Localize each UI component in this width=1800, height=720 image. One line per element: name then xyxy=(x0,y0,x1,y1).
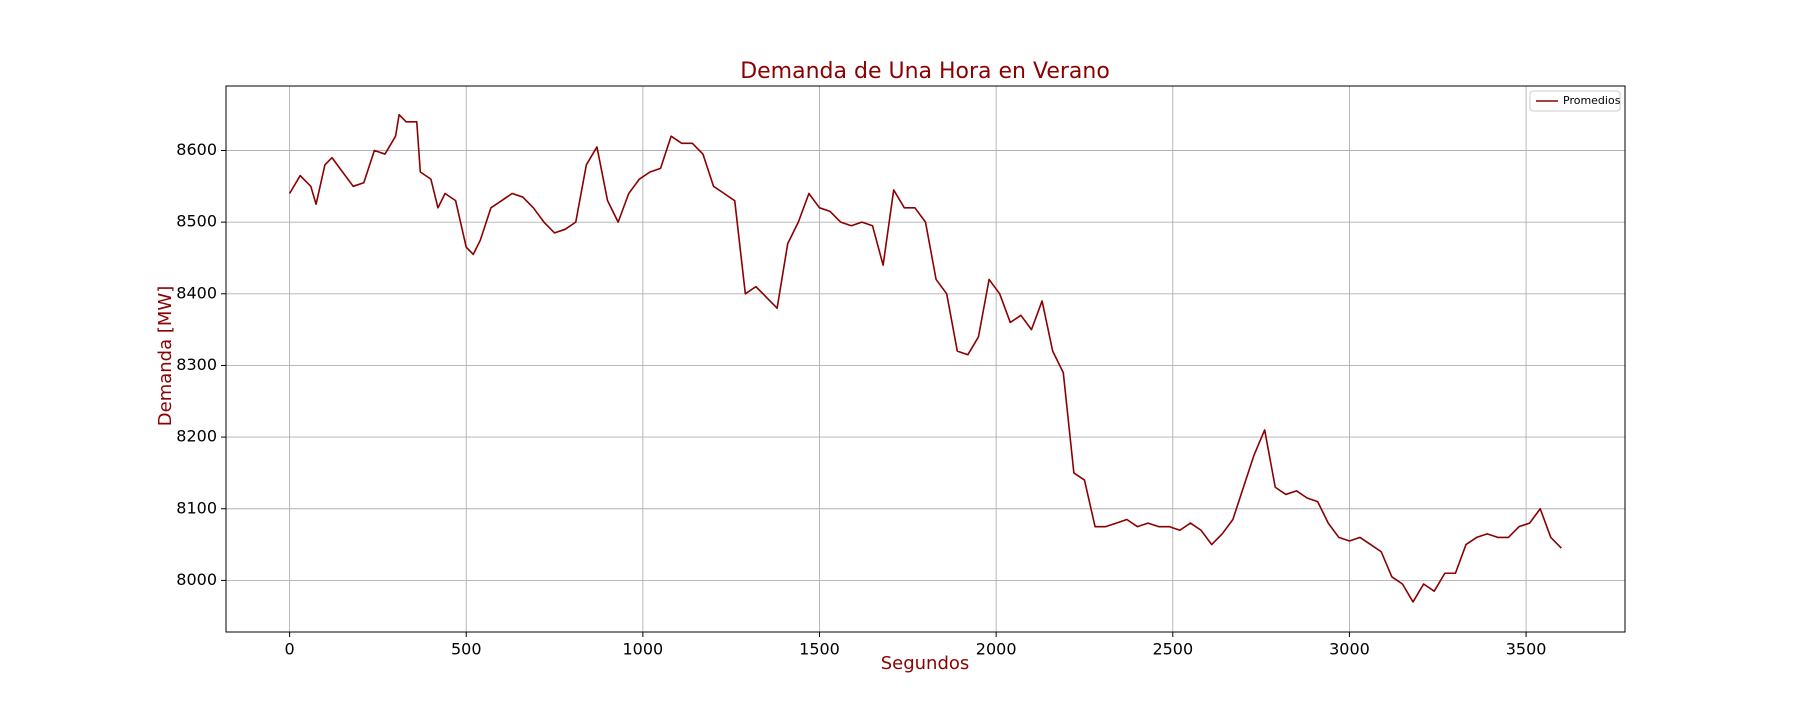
x-tick-label: 3000 xyxy=(1329,640,1370,659)
plot-frame xyxy=(225,85,1626,633)
x-axis-label: Segundos xyxy=(881,653,970,674)
x-tick-label: 2000 xyxy=(976,640,1017,659)
y-tick-label: 8400 xyxy=(176,283,217,302)
x-tick-label: 1000 xyxy=(623,640,664,659)
y-tick-label: 8000 xyxy=(176,570,217,589)
chart-title: Demanda de Una Hora en Verano xyxy=(740,59,1110,84)
x-tick-label: 0 xyxy=(284,640,294,659)
x-tick-label: 500 xyxy=(451,640,482,659)
x-tick-label: 1500 xyxy=(799,640,840,659)
y-tick-label: 8200 xyxy=(176,427,217,446)
legend-box xyxy=(1529,90,1621,112)
x-tick-label: 3500 xyxy=(1506,640,1547,659)
y-axis-label: Demanda [MW] xyxy=(155,286,176,426)
y-tick-label: 8600 xyxy=(176,140,217,159)
y-tick-label: 8500 xyxy=(176,212,217,231)
legend-label: Promedios xyxy=(1563,94,1621,107)
x-tick-label: 2500 xyxy=(1152,640,1193,659)
data-line xyxy=(288,113,1562,603)
y-tick-label: 8300 xyxy=(176,355,217,374)
y-tick-label: 8100 xyxy=(176,498,217,517)
